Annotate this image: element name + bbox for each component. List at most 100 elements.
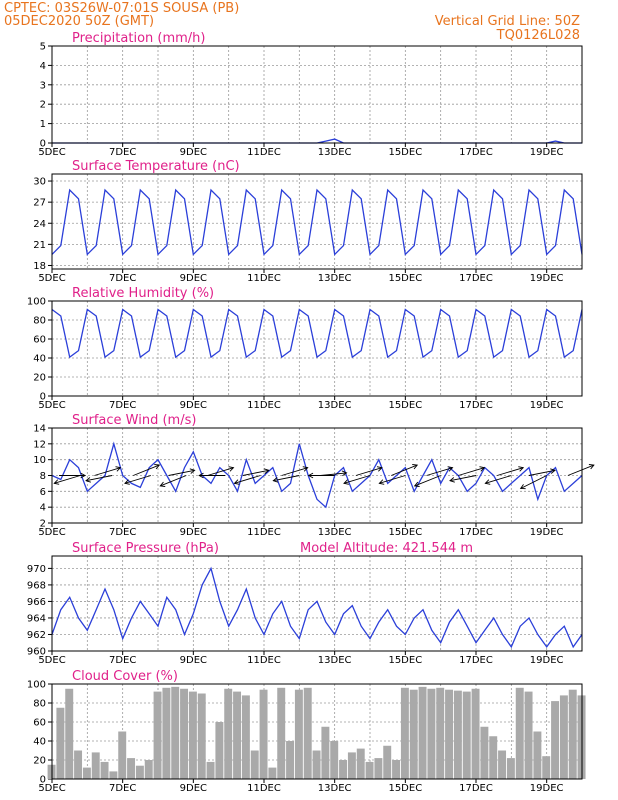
x-tick-label: 7DEC — [109, 273, 136, 284]
x-tick-label: 9DEC — [180, 400, 207, 411]
wind-arrow-head — [588, 464, 595, 470]
wind-arrow-head — [53, 479, 60, 485]
x-tick-label: 11DEC — [247, 527, 281, 538]
cloud-bar — [56, 707, 65, 779]
cloud-bar — [462, 691, 471, 779]
x-tick-label: 7DEC — [109, 400, 136, 411]
x-tick-label: 5DEC — [38, 400, 65, 411]
cloud-bar — [268, 767, 277, 779]
x-tick-label: 15DEC — [388, 273, 422, 284]
cloud-bar — [241, 695, 250, 779]
cloud-bar — [100, 761, 109, 779]
wind-arrow — [343, 475, 371, 484]
panel-title: Surface Wind (m/s) — [72, 413, 196, 428]
x-tick-label: 19DEC — [530, 783, 564, 794]
y-tick-label: 968 — [27, 580, 46, 591]
x-tick-label: 17DEC — [459, 527, 493, 538]
wind-arrow-head — [154, 464, 161, 470]
wind-arrow-head — [198, 472, 204, 479]
x-tick-label: 13DEC — [318, 147, 352, 158]
x-tick-label: 11DEC — [247, 273, 281, 284]
cloud-bar — [330, 741, 339, 779]
wind-arrow-head — [228, 466, 235, 472]
wind-arrow — [160, 475, 187, 487]
cloud-bar — [542, 756, 551, 779]
cloud-bar — [524, 691, 533, 779]
x-tick-label: 5DEC — [38, 655, 65, 666]
y-tick-label: 962 — [27, 630, 46, 641]
wind-arrow — [426, 467, 453, 476]
cloud-bar — [162, 687, 171, 779]
cloud-bar — [383, 745, 392, 779]
cloud-bar — [188, 691, 197, 779]
wind-arrow — [449, 475, 477, 482]
y-tick-label: 30 — [33, 177, 46, 188]
cloud-bar — [259, 689, 268, 779]
x-tick-label: 7DEC — [109, 147, 136, 158]
y-tick-label: 80 — [33, 316, 46, 327]
wind-arrow — [124, 475, 152, 484]
cloud-bar — [82, 767, 91, 779]
x-tick-label: 15DEC — [388, 655, 422, 666]
wind-arrow — [567, 464, 595, 476]
x-tick-label: 9DEC — [180, 783, 207, 794]
x-tick-label: 15DEC — [388, 527, 422, 538]
y-tick-label: 20 — [33, 373, 46, 384]
x-tick-label: 13DEC — [318, 400, 352, 411]
x-tick-label: 9DEC — [180, 147, 207, 158]
cloud-bar — [356, 748, 365, 779]
panel-4: 960 962 964 966 968 970 5DEC 7DEC 9DEC 11DEC 13DEC… — [27, 541, 583, 666]
wind-arrow-head — [519, 484, 526, 490]
x-tick-label: 19DEC — [530, 147, 564, 158]
y-tick-label: 0 — [40, 392, 46, 403]
wind-arrow-head — [302, 466, 309, 472]
wind-arrow — [242, 469, 269, 476]
wind-arrow-head — [189, 468, 196, 474]
x-tick-label: 17DEC — [459, 655, 493, 666]
panel-title: Surface Pressure (hPa) — [72, 541, 219, 556]
wind-arrow-head — [484, 479, 491, 485]
series-line — [51, 308, 583, 359]
y-tick-label: 21 — [33, 240, 46, 251]
y-tick-label: 2 — [40, 100, 46, 111]
wind-arrow-head — [85, 477, 91, 483]
y-tick-label: 40 — [33, 354, 46, 365]
wind-arrow — [234, 475, 261, 484]
panel-title: Precipitation (mm/h) — [72, 31, 205, 46]
cloud-bar — [339, 760, 348, 779]
y-tick-label: 4 — [40, 61, 46, 72]
x-tick-label: 7DEC — [109, 527, 136, 538]
x-tick-label: 19DEC — [530, 527, 564, 538]
x-tick-label: 9DEC — [180, 655, 207, 666]
y-tick-label: 14 — [33, 424, 46, 435]
y-tick-label: 2 — [40, 519, 46, 530]
x-tick-label: 11DEC — [247, 655, 281, 666]
wind-arrow-head — [413, 481, 420, 487]
x-tick-label: 19DEC — [530, 273, 564, 284]
y-tick-label: 60 — [33, 718, 46, 729]
panel-frame — [51, 300, 583, 397]
wind-arrow — [520, 475, 547, 489]
y-tick-label: 10 — [33, 455, 46, 466]
cloud-bar — [568, 689, 577, 779]
panel-frame — [51, 683, 583, 780]
y-tick-label: 1 — [40, 119, 46, 130]
panel-5: 0 20 40 60 80 100 5DEC 7DEC 9DEC 11DEC 13DEC 15DEC 1… — [27, 669, 586, 794]
y-tick-label: 100 — [27, 680, 46, 691]
wind-arrow-head — [550, 468, 556, 474]
wind-arrow-head — [80, 472, 87, 479]
y-tick-label: 27 — [33, 198, 46, 209]
station-header: CPTEC: 03S26W-07:01S SOUSA (PB) — [4, 1, 239, 16]
panel-frame — [51, 173, 583, 270]
wind-arrow-head — [307, 472, 314, 479]
cloud-bar — [533, 731, 542, 779]
cloud-bar — [233, 691, 242, 779]
x-tick-label: 5DEC — [38, 527, 65, 538]
wind-arrow-head — [447, 466, 454, 472]
x-tick-label: 9DEC — [180, 527, 207, 538]
cloud-bar — [171, 686, 180, 779]
panel-title: Relative Humidity (%) — [72, 286, 214, 301]
cloud-bar — [445, 689, 454, 779]
panel-0: 0 1 2 3 4 5 5DEC 7DEC 9DEC 11DEC 13DEC 15DEC 17DEC 19… — [38, 31, 583, 158]
